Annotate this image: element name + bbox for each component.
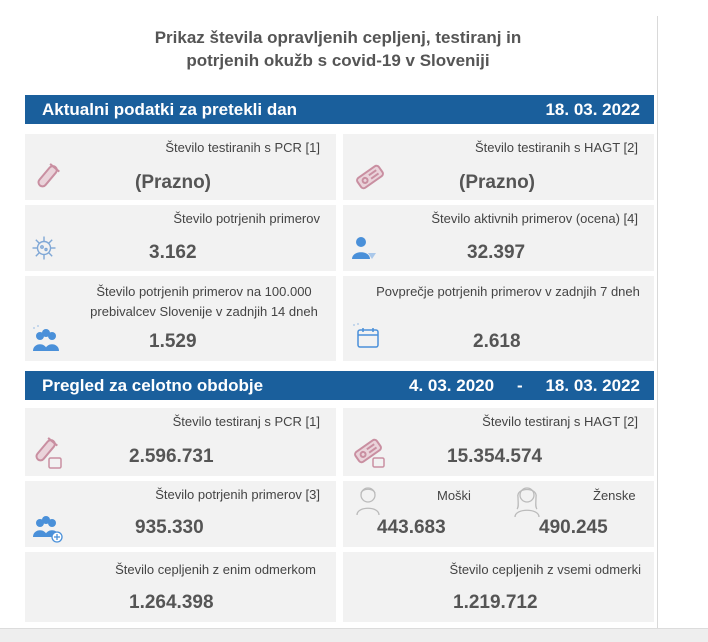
card-value: 1.529 (149, 331, 197, 352)
test-tube-icon (33, 162, 61, 192)
card-vacc-all-doses: Število cepljenih z vsemi odmerki 1.219.… (343, 552, 654, 622)
section-date: 18. 03. 2022 (545, 100, 640, 119)
card-value: 3.162 (149, 242, 197, 263)
card-value: 935.330 (135, 517, 204, 538)
card-label: Število testiranih s HAGT [2] (474, 140, 638, 155)
card-label: Število potrjenih primerov [3] (155, 487, 320, 502)
card-value: (Prazno) (459, 172, 535, 193)
group-add-icon (31, 513, 63, 543)
card-value: 15.354.574 (447, 446, 543, 467)
section-title: Aktualni podatki za pretekli dan (42, 100, 298, 119)
card-value: 1.264.398 (129, 592, 214, 613)
virus-icon (31, 235, 57, 261)
card-label: Število potrjenih primerov (173, 211, 320, 226)
card-total-confirmed: Število potrjenih primerov [3] 935.330 (25, 481, 336, 547)
date-to: 18. 03. 2022 (545, 376, 640, 395)
rapid-test-icon (353, 160, 387, 194)
card-value: 2.596.731 (129, 446, 214, 467)
male-avatar-icon (355, 485, 381, 515)
card-daily-confirmed: Število potrjenih primerov 3.162 (25, 205, 336, 271)
card-value: 1.219.712 (453, 592, 538, 613)
female-avatar-icon (513, 485, 541, 517)
card-label: Število testiranj s HAGT [2] (482, 414, 638, 429)
card-label: Število testiranih s PCR [1] (165, 140, 320, 155)
card-label: Število testiranj s PCR [1] (172, 414, 320, 429)
section-header-daily: Aktualni podatki za pretekli dan 18. 03.… (25, 95, 654, 124)
card-value: (Prazno) (135, 172, 211, 193)
card-vacc-one-dose: Število cepljenih z enim odmerkom 1.264.… (25, 552, 336, 622)
card-daily-avg7: Povprečje potrjenih primerov v zadnjih 7… (343, 276, 654, 361)
card-daily-pcr: Število testiranih s PCR [1] (Prazno) (25, 134, 336, 200)
female-label: Ženske (593, 488, 636, 503)
card-value: 32.397 (467, 242, 526, 263)
bottom-bar (0, 628, 708, 642)
section-header-total: Pregled za celotno obdobje 4. 03. 2020 -… (25, 371, 654, 400)
page-title: Prikaz števila opravljenih cepljenj, tes… (154, 28, 522, 70)
frame-border (657, 16, 658, 628)
card-total-hagt: Število testiranj s HAGT [2] 15.354.574 (343, 408, 654, 476)
test-tube-icon (31, 436, 63, 470)
male-value: 443.683 (377, 517, 446, 538)
date-from: 4. 03. 2020 (409, 376, 495, 395)
card-daily-per100k: Število potrjenih primerov na 100.000 pr… (25, 276, 336, 361)
section-title: Pregled za celotno obdobje (42, 376, 264, 395)
male-label: Moški (437, 488, 471, 503)
card-label: Število potrjenih primerov na 100.000 pr… (90, 284, 318, 319)
card-daily-hagt: Število testiranih s HAGT [2] (Prazno) (343, 134, 654, 200)
calendar-icon (351, 322, 381, 350)
card-total-pcr: Število testiranj s PCR [1] 2.596.731 (25, 408, 336, 476)
card-label: Povprečje potrjenih primerov v zadnjih 7… (376, 284, 640, 299)
group-icon (31, 324, 61, 352)
card-daily-active: Število aktivnih primerov (ocena) [4] 32… (343, 205, 654, 271)
card-label: Število aktivnih primerov (ocena) [4] (431, 211, 638, 226)
card-label: Število cepljenih z vsemi odmerki (449, 562, 641, 577)
rapid-test-icon (351, 434, 387, 470)
card-label: Število cepljenih z enim odmerkom (115, 562, 316, 577)
female-value: 490.245 (539, 517, 608, 538)
person-icon (351, 235, 377, 261)
date-separator: - (517, 376, 523, 395)
card-value: 2.618 (473, 331, 521, 352)
card-total-gender: Moški 443.683 Ženske 490.245 (343, 481, 654, 547)
